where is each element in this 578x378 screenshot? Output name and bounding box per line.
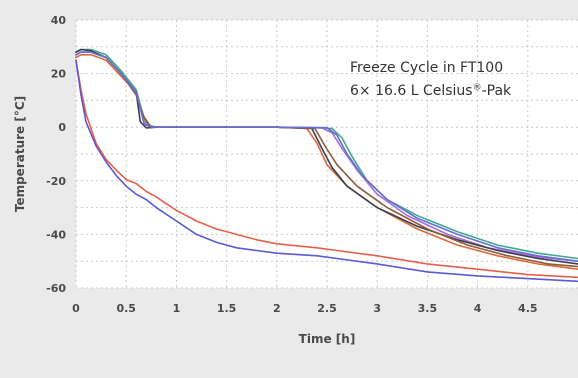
x-axis-ticks: 0 0.5 1 1.5 2 2.5 3 3.5 4 4.5 [72,302,537,315]
y-tick-label: 0 [58,121,66,134]
series-line-2 [75,59,578,283]
series-line-8 [75,51,578,262]
series-layer [75,48,578,283]
y-axis-ticks: 40 20 0 -20 -40 -60 [46,14,66,295]
y-axis-label: Temperature [°C] [13,96,27,212]
annotation-line-2: 6× 16.6 L Celsius®-Pak [350,83,512,99]
annotation-line-2-suffix: -Pak [482,83,512,99]
annotation-line-2-prefix: 6× 16.6 L Celsius [350,83,473,99]
x-tick-label: 4.5 [518,302,538,315]
y-tick-label: 40 [51,14,67,27]
series-line-1 [75,59,578,279]
x-tick-label: 4 [474,302,482,315]
x-tick-label: 3 [373,302,381,315]
x-tick-label: 3.5 [418,302,438,315]
y-tick-label: -20 [46,175,66,188]
x-tick-label: 2 [273,302,281,315]
x-tick-label: 0.5 [116,302,136,315]
annotation-registered-mark: ® [473,83,482,93]
y-tick-label: -40 [46,228,66,241]
annotation-line-1: Freeze Cycle in FT100 [350,60,503,76]
x-axis-label: Time [h] [299,332,356,346]
x-tick-label: 2.5 [317,302,337,315]
y-tick-label: 20 [51,68,67,81]
y-tick-label: -60 [46,282,66,295]
x-tick-label: 1 [173,302,181,315]
x-tick-label: 1.5 [217,302,237,315]
x-tick-label: 0 [72,302,80,315]
